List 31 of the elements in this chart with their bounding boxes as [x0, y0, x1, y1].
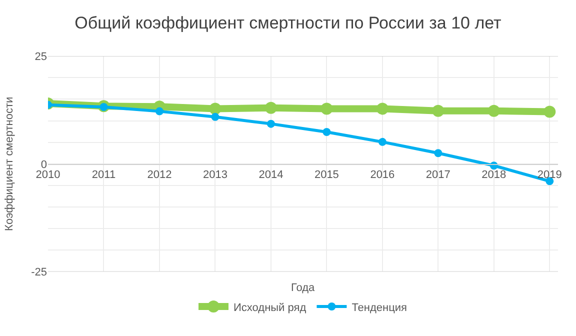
point [209, 102, 222, 115]
x-tick-label: 2011 [92, 169, 116, 182]
x-tick-label: 2016 [370, 169, 395, 182]
point [432, 104, 444, 117]
point [155, 107, 164, 116]
x-axis-title: Года [291, 282, 316, 294]
y-axis-title: Коэффициент смертности [4, 96, 16, 231]
point [266, 120, 275, 128]
legend-label: Исходный ряд [234, 302, 307, 314]
y-tick-label: 25 [34, 50, 47, 63]
point [264, 102, 277, 114]
x-tick-label: 2013 [202, 169, 228, 182]
point [544, 106, 556, 118]
legend-label: Тенденция [352, 302, 408, 314]
y-tick-label: 0 [40, 158, 47, 171]
x-tick-label: 2014 [258, 169, 284, 182]
chart-title: Общий коэффициент смертности по России за 10 лет [74, 14, 502, 33]
x-tick-label: 2010 [36, 169, 60, 182]
point [320, 102, 333, 115]
x-tick-label: 2015 [314, 169, 339, 182]
point [376, 102, 388, 115]
point [211, 112, 220, 121]
x-tick-label: 2018 [482, 169, 506, 182]
x-tick-label: 2012 [147, 169, 172, 182]
point [488, 104, 500, 117]
y-tick-label: -25 [31, 266, 47, 279]
point [322, 128, 331, 136]
point [378, 138, 386, 146]
point [434, 149, 442, 158]
x-tick-label: 2019 [537, 169, 562, 182]
x-tick-label: 2017 [426, 169, 450, 182]
